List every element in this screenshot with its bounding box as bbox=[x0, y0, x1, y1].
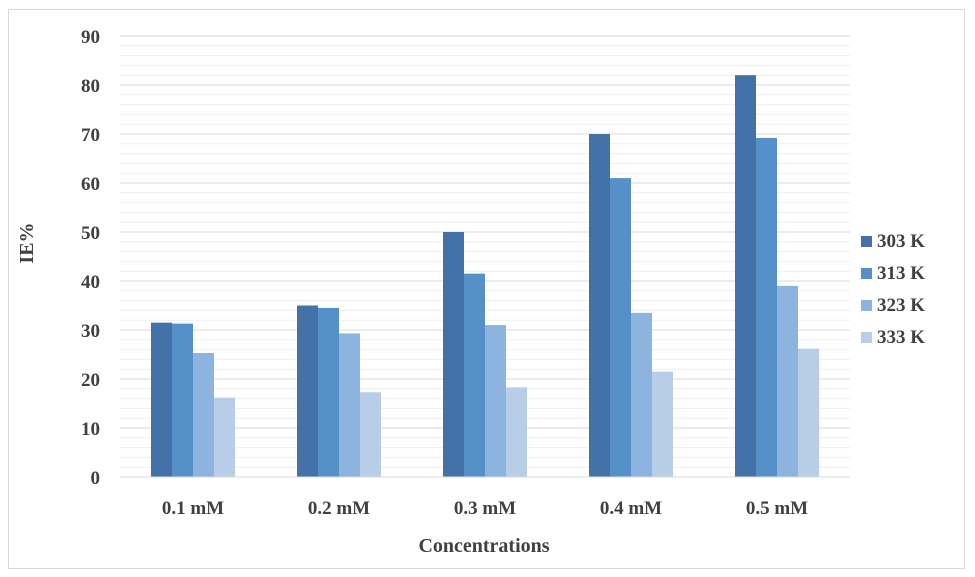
x-tick-label: 0.5 mM bbox=[746, 498, 808, 519]
x-tick-label: 0.1 mM bbox=[162, 498, 224, 519]
bar-323k bbox=[193, 353, 214, 477]
y-tick-label: 80 bbox=[81, 76, 100, 97]
bar-303k bbox=[297, 305, 318, 477]
legend-item: 323 K bbox=[861, 295, 925, 316]
bar-group bbox=[443, 232, 527, 477]
bar-groups bbox=[151, 75, 819, 478]
y-tick-label: 20 bbox=[81, 370, 100, 391]
bar-303k bbox=[735, 75, 756, 477]
bar-323k bbox=[485, 325, 506, 477]
y-tick-label: 70 bbox=[81, 125, 100, 146]
bar-313k bbox=[318, 307, 339, 477]
bar-313k bbox=[464, 273, 485, 477]
legend-label: 333 K bbox=[877, 327, 925, 348]
bar-333k bbox=[360, 392, 381, 477]
bar-323k bbox=[777, 285, 798, 477]
legend: 303 K 313 K 323 K 333 K bbox=[861, 231, 925, 348]
y-tick-label: 50 bbox=[81, 223, 100, 244]
legend-swatch bbox=[861, 300, 872, 311]
bar-333k bbox=[214, 397, 235, 477]
x-tick-label: 0.4 mM bbox=[600, 498, 662, 519]
bar-group bbox=[735, 75, 819, 478]
y-axis-ticks: 0 10 20 30 40 50 60 70 80 90 bbox=[81, 27, 100, 489]
x-axis-ticks: 0.1 mM 0.2 mM 0.3 mM 0.4 mM 0.5 mM bbox=[162, 498, 808, 519]
legend-swatch bbox=[861, 236, 872, 247]
y-tick-label: 30 bbox=[81, 321, 100, 342]
y-tick-label: 60 bbox=[81, 174, 100, 195]
y-tick-label: 0 bbox=[91, 468, 101, 489]
bar-323k bbox=[339, 333, 360, 477]
bar-333k bbox=[652, 371, 673, 477]
x-axis-title: Concentrations bbox=[418, 535, 549, 557]
bar-group bbox=[151, 322, 235, 477]
x-tick-label: 0.3 mM bbox=[454, 498, 516, 519]
bar-group bbox=[297, 305, 381, 477]
legend-label: 313 K bbox=[877, 263, 925, 284]
bar-303k bbox=[589, 134, 610, 477]
y-axis-title: IE% bbox=[16, 222, 38, 263]
y-tick-label: 40 bbox=[81, 272, 100, 293]
x-tick-label: 0.2 mM bbox=[308, 498, 370, 519]
bar-313k bbox=[610, 178, 631, 477]
bar-313k bbox=[756, 137, 777, 478]
y-tick-label: 90 bbox=[81, 27, 100, 48]
bar-group bbox=[589, 134, 673, 477]
legend-item: 333 K bbox=[861, 327, 925, 348]
legend-item: 313 K bbox=[861, 263, 925, 284]
bar-303k bbox=[443, 232, 464, 477]
y-tick-label: 10 bbox=[81, 419, 100, 440]
bar-323k bbox=[631, 312, 652, 477]
legend-item: 303 K bbox=[861, 231, 925, 252]
bar-313k bbox=[172, 323, 193, 477]
bar-333k bbox=[798, 348, 819, 477]
bar-303k bbox=[151, 322, 172, 477]
legend-label: 323 K bbox=[877, 295, 925, 316]
bar-333k bbox=[506, 387, 527, 477]
legend-label: 303 K bbox=[877, 231, 925, 252]
legend-swatch bbox=[861, 268, 872, 279]
legend-swatch bbox=[861, 332, 872, 343]
